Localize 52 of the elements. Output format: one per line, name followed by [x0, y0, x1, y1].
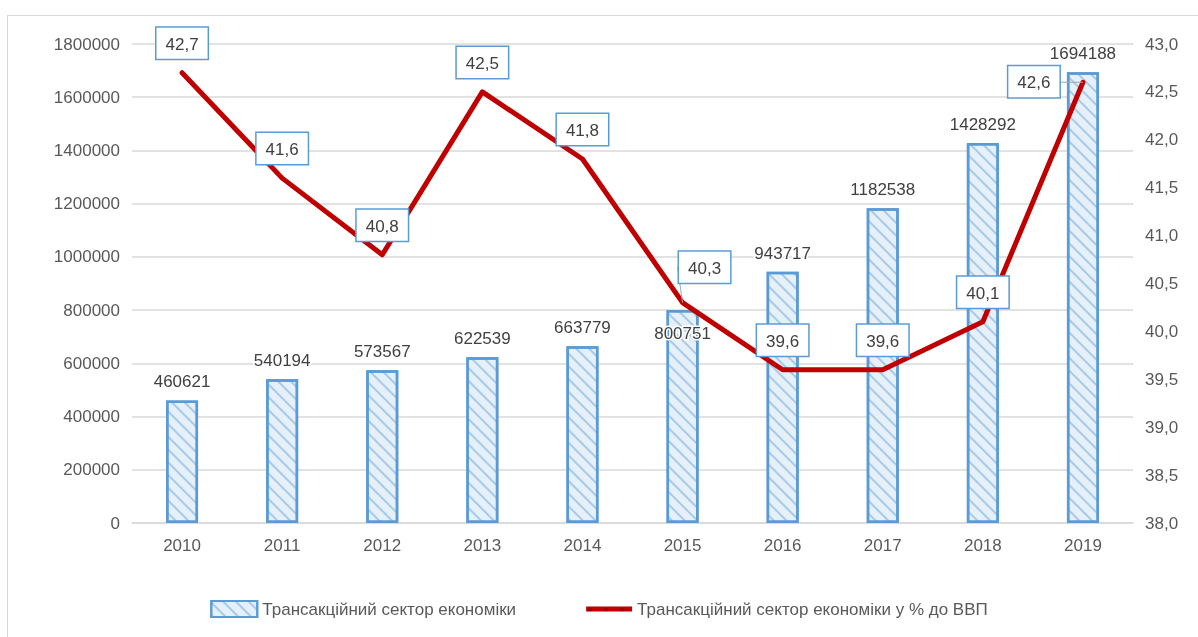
data-label: 1182538	[850, 180, 916, 200]
y-tick-label: 800000	[63, 300, 120, 320]
y-tick-label: 1000000	[53, 247, 120, 267]
y2-tick-label: 41,5	[1145, 178, 1179, 198]
y-tick-label: 1200000	[53, 194, 120, 214]
y2-tick-label: 39,5	[1145, 369, 1179, 389]
y-tick-label: 1400000	[53, 140, 120, 160]
data-label: 1694188	[1049, 44, 1117, 64]
data-label: 39,6	[766, 331, 800, 351]
legend-label: Трансакційний сектор економіки	[262, 599, 517, 619]
y-tick-label: 1600000	[53, 87, 120, 107]
y-tick-label: 200000	[63, 460, 120, 480]
data-label: 40,8	[365, 216, 399, 236]
y2-tick-label: 40,0	[1145, 321, 1179, 341]
y2-tick-label: 39,0	[1145, 417, 1179, 437]
y2-tick-label: 40,5	[1145, 274, 1179, 293]
y-tick-label: 1800000	[53, 34, 120, 54]
data-label: 622539	[453, 329, 511, 349]
data-label: 41,6	[265, 140, 299, 160]
x-tick-label: 2019	[1064, 536, 1102, 555]
data-label: 42,7	[165, 34, 199, 54]
y-tick-label: 600000	[63, 353, 120, 373]
x-tick-label: 2015	[663, 536, 702, 555]
data-label: 39,6	[866, 331, 900, 351]
data-label: 40,3	[688, 258, 722, 278]
data-label: 663779	[554, 318, 611, 338]
y2-tick-label: 42,0	[1145, 130, 1179, 150]
x-tick-label: 2013	[463, 536, 502, 555]
legend-label: Трансакційний сектор економіки у % до ВВП	[637, 599, 988, 619]
x-tick-label: 2010	[163, 536, 201, 555]
y2-tick-label: 42,5	[1145, 82, 1179, 102]
y2-tick-label: 38,5	[1145, 465, 1179, 485]
y-tick-label: 0	[110, 513, 120, 533]
x-tick-label: 2011	[263, 536, 301, 555]
data-label: 573567	[353, 342, 411, 362]
data-label: 41,8	[565, 120, 599, 140]
y2-tick-label: 41,0	[1145, 226, 1179, 246]
x-tick-label: 2014	[563, 536, 602, 555]
data-label: 540194	[253, 351, 311, 371]
data-label: 40,1	[966, 283, 1000, 303]
data-label: 943717	[754, 243, 812, 263]
data-label: 460621	[153, 372, 211, 392]
y2-tick-label: 38,0	[1145, 513, 1179, 533]
x-tick-label: 2012	[363, 536, 402, 555]
y2-tick-label: 43,0	[1145, 34, 1179, 54]
x-tick-label: 2016	[763, 536, 802, 555]
x-tick-label: 2017	[863, 536, 902, 555]
data-label: 42,6	[1017, 73, 1051, 93]
data-label: 42,5	[465, 53, 499, 73]
y-tick-label: 400000	[63, 407, 120, 427]
x-tick-label: 2018	[963, 536, 1002, 555]
data-label: 1428292	[949, 114, 1016, 134]
